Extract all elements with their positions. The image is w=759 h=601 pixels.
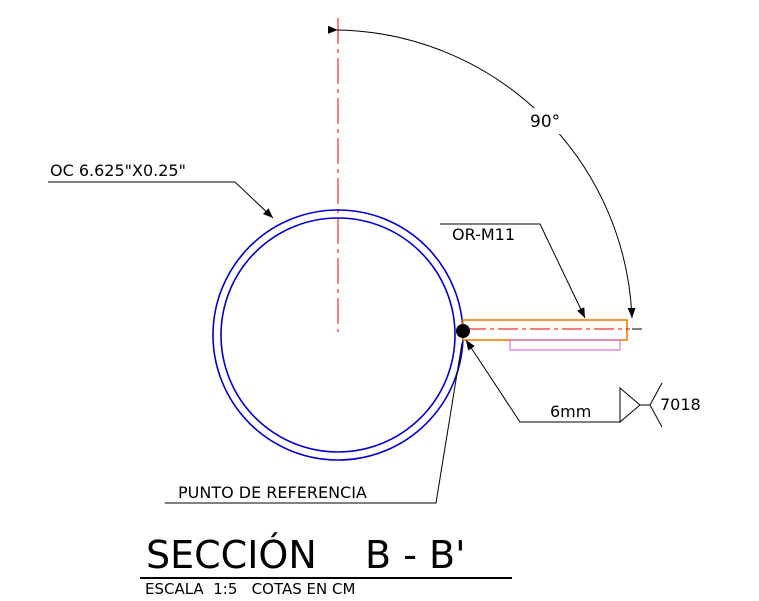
plate-back	[509, 339, 621, 351]
leader	[440, 223, 586, 319]
weld-size: 6mm	[550, 402, 591, 421]
plate	[462, 319, 628, 341]
label-bg	[528, 108, 576, 134]
leader	[48, 181, 274, 219]
electrode: 7018	[660, 395, 701, 414]
reference-point	[456, 324, 470, 338]
weld-symbol	[619, 386, 641, 424]
pipe-outer	[212, 209, 464, 461]
plate-label: OR-M11	[452, 225, 515, 244]
subtitle: ESCALA 1:5 COTAS EN CM	[145, 580, 355, 598]
reference-label: PUNTO DE REFERENCIA	[178, 483, 367, 502]
angle-arc	[327, 25, 636, 319]
pipe-label: OC 6.625"X0.25"	[50, 161, 186, 180]
title: SECCIÓN B - B'	[146, 533, 466, 577]
weld-tail	[649, 404, 663, 428]
leader	[165, 342, 463, 504]
pipe-inner	[220, 217, 456, 453]
weld-tail	[649, 382, 663, 406]
leader	[465, 339, 547, 423]
angle-label: 90°	[530, 112, 560, 132]
